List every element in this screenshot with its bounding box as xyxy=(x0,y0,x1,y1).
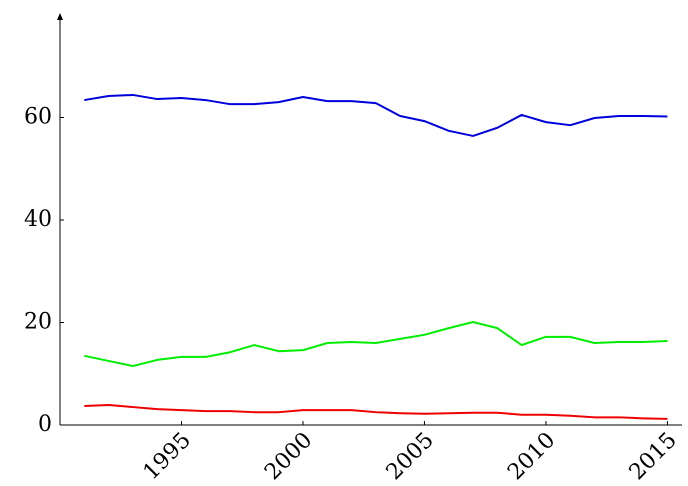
x-tick-label: 1995 xyxy=(139,428,196,485)
x-tick-label: 2000 xyxy=(260,428,317,485)
series-line xyxy=(84,93,668,137)
y-tick-label: 20 xyxy=(24,310,52,335)
y-tick-label: 60 xyxy=(24,105,52,130)
x-tick-label: 2010 xyxy=(503,428,560,485)
y-tick-label: 0 xyxy=(38,412,52,437)
series-line xyxy=(84,320,668,368)
series-line xyxy=(84,404,668,420)
x-tick-label: 2005 xyxy=(382,428,439,485)
y-axis-arrow xyxy=(57,13,63,20)
x-tick-label: 2015 xyxy=(625,428,682,485)
y-tick-label: 40 xyxy=(24,207,52,232)
